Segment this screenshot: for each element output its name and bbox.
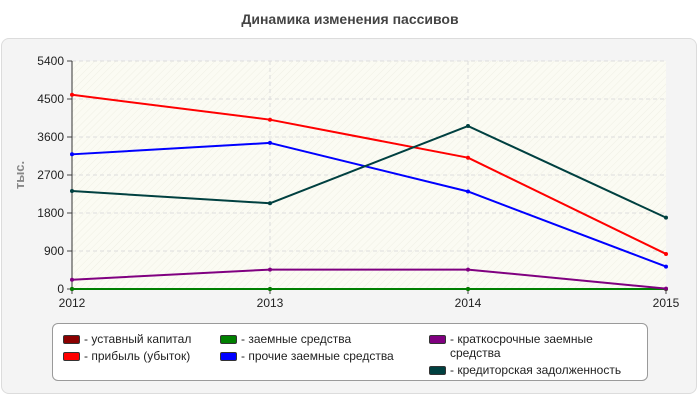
legend-label: - прочие заемные средства <box>241 349 394 363</box>
data-point <box>70 92 74 97</box>
data-point <box>664 264 668 269</box>
legend-swatch <box>63 352 80 361</box>
y-tick-label: 4500 <box>37 92 64 106</box>
legend-label: - заемные средства <box>241 332 352 346</box>
data-point <box>268 287 272 291</box>
x-tick-label: 2015 <box>653 296 680 310</box>
data-point <box>268 140 272 145</box>
y-tick-label: 900 <box>44 244 64 258</box>
data-point <box>466 124 470 129</box>
legend-label: - прибыль (убыток) <box>84 349 191 363</box>
data-point <box>268 117 272 122</box>
legend-label: - кредиторская задолженность <box>450 363 622 377</box>
series-line <box>71 125 667 219</box>
x-tick-label: 2013 <box>257 296 284 310</box>
chart-title: Динамика изменения пассивов <box>241 11 459 27</box>
y-tick-label: 0 <box>57 282 64 296</box>
legend-label: - краткосрочные заемные средства <box>450 332 593 360</box>
x-tick-label: 2014 <box>455 296 482 310</box>
legend-swatch <box>220 352 237 361</box>
legend: - уставный капитал - заемные средства - … <box>52 323 648 381</box>
data-point <box>466 287 470 291</box>
legend-swatch <box>220 335 237 344</box>
data-point <box>70 189 74 194</box>
legend-swatch <box>429 335 446 344</box>
data-point <box>664 215 668 220</box>
y-tick-label: 1800 <box>37 206 64 220</box>
data-point <box>466 189 470 194</box>
gridlines <box>72 60 666 289</box>
series-line <box>71 268 667 290</box>
data-point <box>466 267 470 272</box>
legend-swatch <box>63 335 80 344</box>
data-point <box>268 201 272 206</box>
data-point <box>664 286 668 291</box>
y-tick-label: 5400 <box>37 54 64 68</box>
series-line <box>71 93 667 255</box>
data-point <box>70 152 74 157</box>
data-point <box>268 267 272 272</box>
y-tick-label: 2700 <box>37 168 64 182</box>
data-point <box>70 277 74 282</box>
y-axis-label: тыс. <box>12 161 27 189</box>
series-lines <box>70 92 668 291</box>
y-tick-label: 3600 <box>37 130 64 144</box>
data-point <box>466 155 470 160</box>
data-point <box>664 251 668 256</box>
x-tick-label: 2012 <box>59 296 86 310</box>
legend-swatch <box>429 366 446 375</box>
data-point <box>70 287 74 291</box>
series-line <box>71 141 667 268</box>
legend-label: - уставный капитал <box>84 332 192 346</box>
